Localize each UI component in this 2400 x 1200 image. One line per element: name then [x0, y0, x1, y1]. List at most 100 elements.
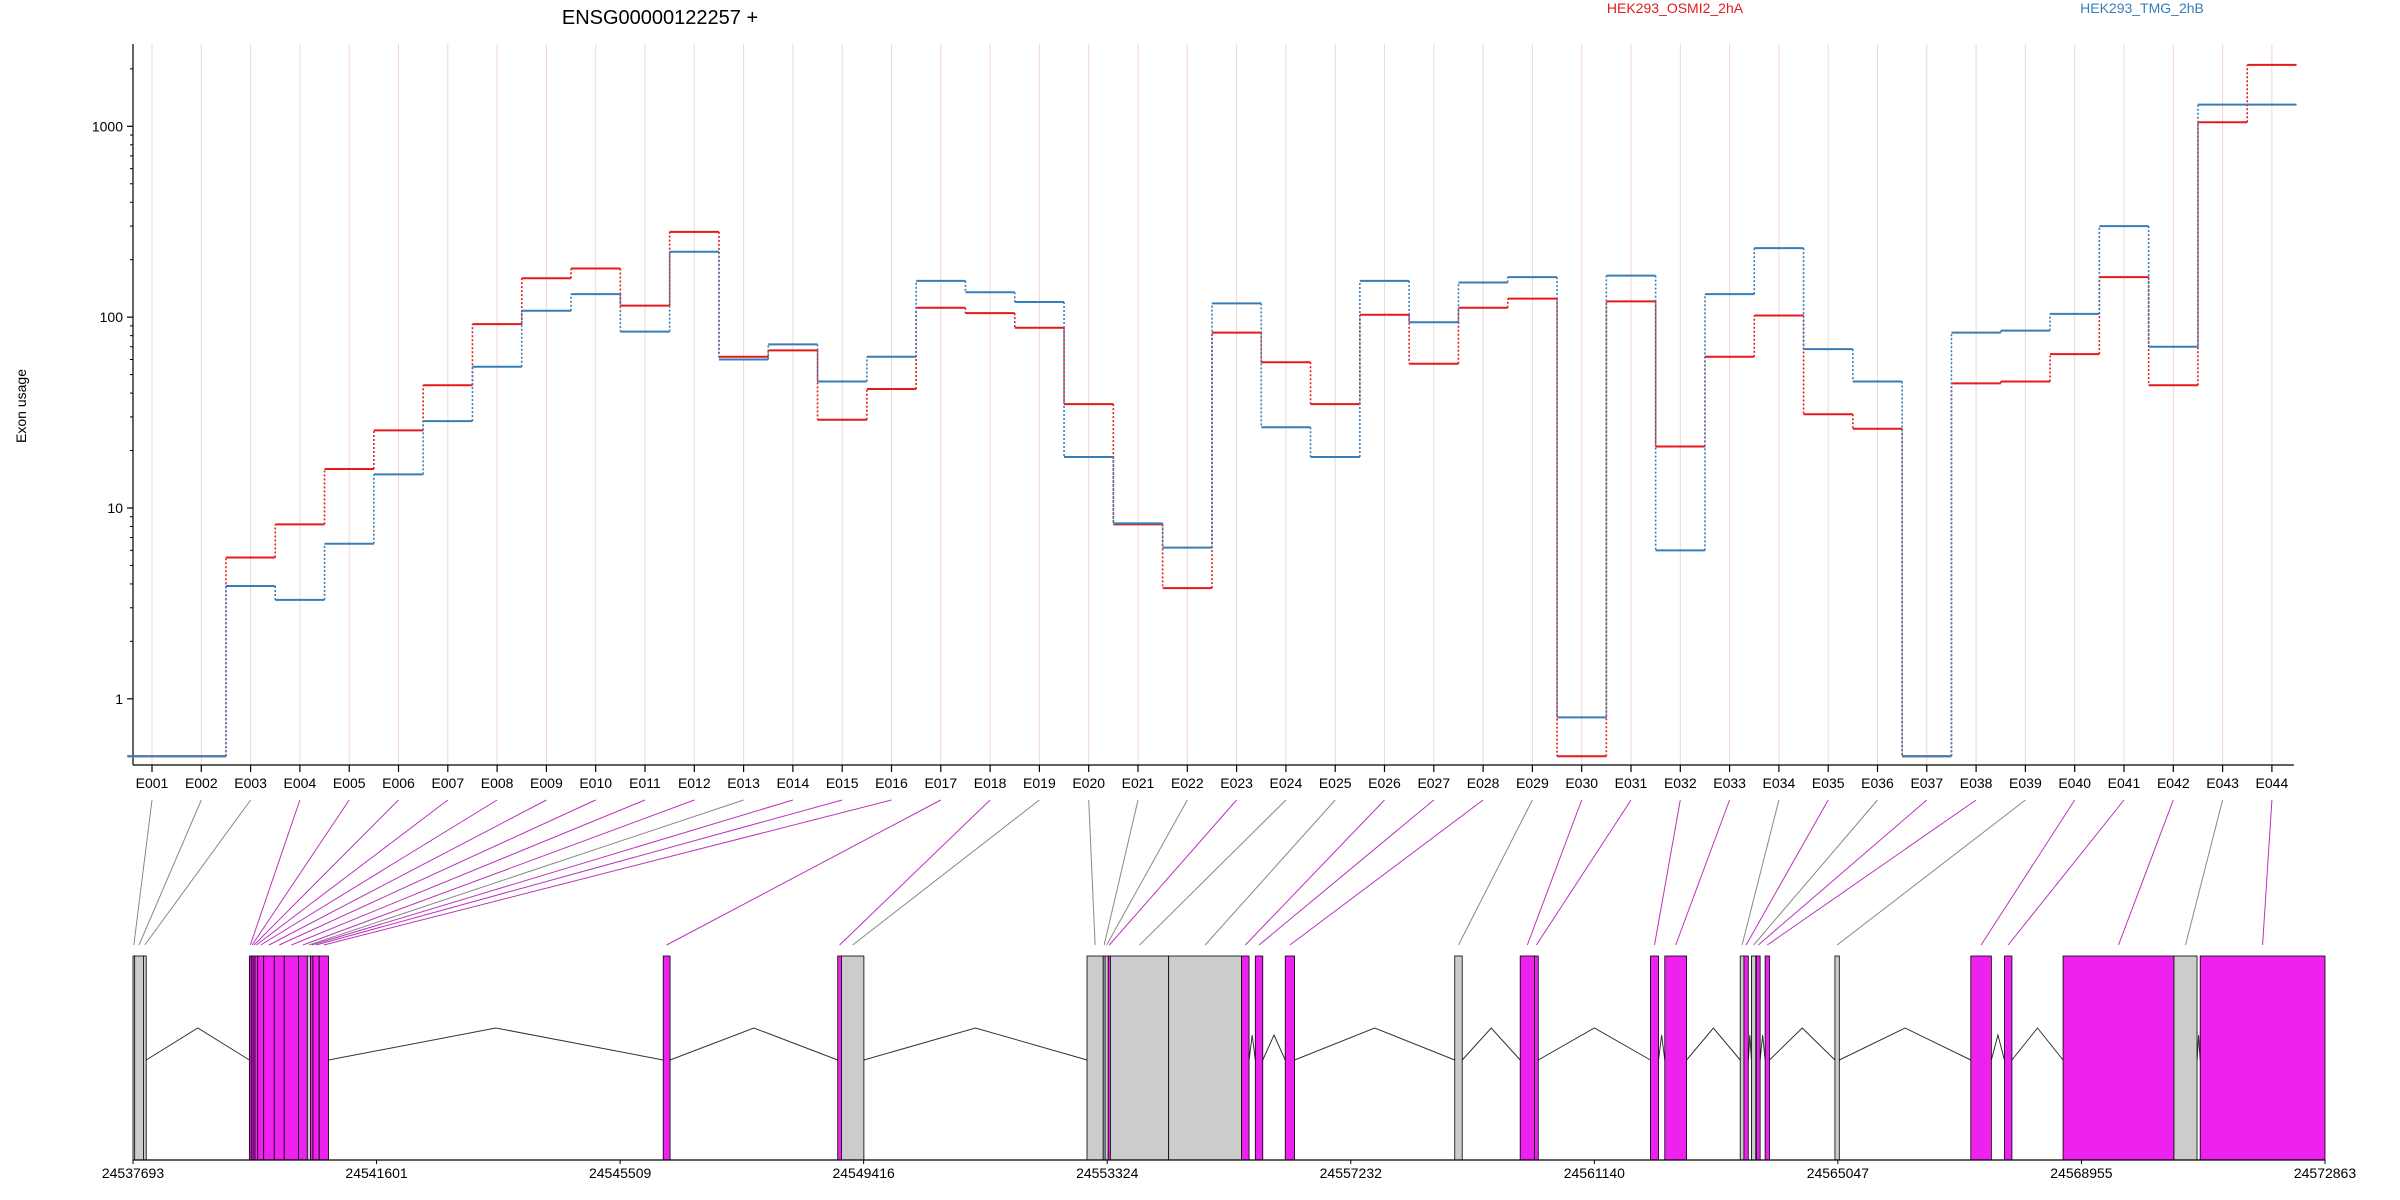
exon-connector-E016	[323, 799, 892, 946]
x-tick-label: E010	[579, 775, 612, 791]
intron-line	[1294, 1027, 1455, 1061]
intron-line	[1839, 1027, 1972, 1061]
exon-connector-E002	[138, 799, 202, 946]
exon-connector-E001	[133, 799, 153, 946]
intron-line	[1461, 1027, 1521, 1061]
exon-block-E025	[1168, 955, 1242, 1161]
exon-block-E010	[273, 955, 285, 1161]
intron-line	[1262, 1033, 1286, 1061]
exon-block-E039	[1834, 955, 1840, 1161]
exon-block-E026	[1241, 955, 1250, 1161]
x-tick-label: E037	[1910, 775, 1943, 791]
x-tick-label: E001	[136, 775, 169, 791]
x-tick-label: E017	[924, 775, 957, 791]
x-tick-label: E030	[1565, 775, 1598, 791]
exon-connector-E037	[1757, 799, 1928, 946]
exon-block-E013	[306, 955, 311, 1161]
exon-connector-E012	[302, 799, 695, 946]
exon-block-E027	[1254, 955, 1264, 1161]
intron-line	[1990, 1033, 2005, 1061]
exon-block-E037	[1756, 955, 1761, 1161]
exon-block-E015	[312, 955, 320, 1161]
exon-block-E042	[2062, 955, 2175, 1161]
exon-block-E029	[1454, 955, 1463, 1161]
exon-connector-E022	[1106, 799, 1188, 946]
x-tick-label: E033	[1713, 775, 1746, 791]
legend-entry-osmi2: HEK293_OSMI2_2hA	[1607, 0, 1744, 16]
x-tick-label: E039	[2009, 775, 2042, 791]
exon-connector-E013	[308, 799, 744, 946]
exon-block-E044	[2199, 955, 2326, 1161]
exon-connector-E032	[1654, 799, 1681, 946]
exon-block-E012	[298, 955, 308, 1161]
exon-connector-E038	[1767, 799, 1977, 946]
x-tick-label: E035	[1812, 775, 1845, 791]
exon-block-E040	[1970, 955, 1992, 1161]
exon-block-E030	[1519, 955, 1535, 1161]
exon-block-E003	[143, 955, 147, 1161]
exon-block-E043	[2173, 955, 2198, 1161]
x-tick-label: E022	[1171, 775, 1204, 791]
exon-connector-E024	[1139, 799, 1287, 946]
genomic-tick-label: 24537693	[102, 1165, 165, 1181]
intron-line	[2011, 1027, 2064, 1061]
exon-connector-E028	[1289, 799, 1484, 946]
exon-connector-E003	[144, 799, 252, 946]
exon-connector-E036	[1753, 799, 1878, 946]
genomic-tick-label: 24568955	[2050, 1165, 2113, 1181]
x-tick-label: E019	[1023, 775, 1056, 791]
exon-connector-E042	[2118, 799, 2174, 946]
x-tick-label: E036	[1861, 775, 1894, 791]
exon-connector-E017	[666, 799, 942, 946]
intron-line	[863, 1027, 1088, 1061]
x-tick-label: E043	[2206, 775, 2239, 791]
intron-line	[1747, 1034, 1752, 1061]
exon-block-E020	[1086, 955, 1104, 1161]
intron-line	[2196, 1034, 2201, 1061]
genomic-tick-label: 24572863	[2294, 1165, 2357, 1181]
y-axis-label: Exon usage	[13, 369, 29, 443]
exon-connector-E011	[291, 799, 646, 946]
x-tick-label: E029	[1516, 775, 1549, 791]
exon-block-E008	[257, 955, 265, 1161]
exon-block-E002	[134, 955, 144, 1161]
intron-line	[1538, 1027, 1651, 1061]
exon-block-E016	[318, 955, 329, 1161]
x-tick-label: E028	[1467, 775, 1500, 791]
x-tick-label: E034	[1763, 775, 1796, 791]
exon-block-E024	[1109, 955, 1170, 1161]
exon-connector-E025	[1204, 799, 1336, 946]
x-tick-label: E031	[1615, 775, 1648, 791]
genomic-tick-label: 24561140	[1564, 1165, 1625, 1181]
exon-connector-E020	[1088, 799, 1096, 946]
exon-block-E032	[1650, 955, 1659, 1161]
intron-line	[328, 1027, 664, 1061]
exon-connector-E044	[2262, 799, 2273, 946]
x-tick-label: E002	[185, 775, 218, 791]
exon-block-E007	[254, 955, 259, 1161]
x-tick-label: E042	[2157, 775, 2190, 791]
exon-connector-E018	[839, 799, 991, 946]
x-tick-label: E027	[1417, 775, 1450, 791]
x-tick-label: E004	[284, 775, 317, 791]
x-tick-label: E038	[1960, 775, 1993, 791]
legend-entry-tmg: HEK293_TMG_2hB	[2080, 0, 2204, 16]
x-tick-label: E025	[1319, 775, 1352, 791]
x-tick-label: E018	[974, 775, 1007, 791]
x-tick-label: E041	[2108, 775, 2141, 791]
x-tick-label: E023	[1220, 775, 1253, 791]
exon-connector-E033	[1675, 799, 1731, 946]
x-tick-label: E012	[678, 775, 711, 791]
x-tick-label: E006	[382, 775, 415, 791]
exon-connector-E026	[1244, 799, 1385, 946]
x-tick-label: E011	[629, 775, 661, 791]
x-tick-label: E014	[777, 775, 810, 791]
exon-connector-E031	[1535, 799, 1632, 946]
x-tick-label: E032	[1664, 775, 1697, 791]
exon-block-E018	[837, 955, 842, 1161]
exon-connector-E019	[852, 799, 1040, 946]
intron-line	[669, 1027, 838, 1061]
x-tick-label: E040	[2058, 775, 2091, 791]
exon-connector-E008	[260, 799, 498, 946]
genomic-tick-label: 24541601	[345, 1165, 408, 1181]
